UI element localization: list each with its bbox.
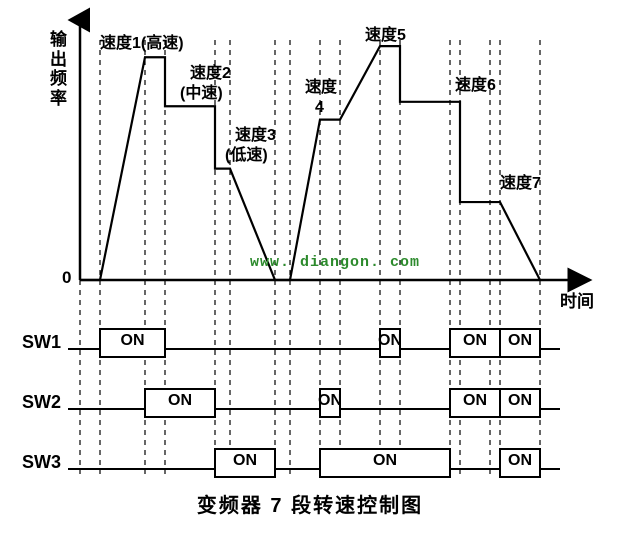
sw3-label: SW3	[22, 452, 61, 473]
y-axis-label: 输 出 频 率	[50, 30, 67, 108]
speed-label-s4n: 4	[315, 99, 324, 116]
axis-zero: 0	[62, 268, 71, 288]
SW1-on-label-0: ON	[121, 332, 145, 349]
speed-label-s3: 速度3	[235, 125, 276, 144]
speed-label-s2b: (中速)	[180, 83, 223, 102]
SW1-on-label-2: ON	[463, 332, 487, 349]
SW3-on-label-0: ON	[233, 452, 257, 469]
speed-label-s1: 速度1(高速)	[100, 33, 184, 52]
speed-label-s7: 速度7	[500, 173, 541, 192]
SW1-on-label-3: ON	[508, 332, 532, 349]
SW3-on-label-1: ON	[373, 452, 397, 469]
speed-label-s5: 速度5	[365, 25, 406, 44]
speed-label-s6: 速度6	[455, 75, 496, 94]
SW1-on-label-1: ON	[378, 332, 402, 349]
watermark: www. diangon. com	[250, 254, 420, 271]
speed-label-s3b: (低速)	[225, 145, 268, 164]
speed-label-s2: 速度2	[190, 63, 231, 82]
SW3-on-label-2: ON	[508, 452, 532, 469]
x-axis-label: 时间	[560, 292, 594, 312]
sw1-label: SW1	[22, 332, 61, 353]
SW2-on-label-3: ON	[508, 392, 532, 409]
diagram-stage: 速度1(高速) 速度2(中速) 速度3(低速) 速度 4 速度5 速度6 速度7 ON ON ON O…	[0, 0, 620, 535]
SW2-on-label-0: ON	[168, 392, 192, 409]
diagram-title: 变频器 7 段转速控制图	[0, 495, 620, 518]
SW2-on-label-2: ON	[463, 392, 487, 409]
SW2-on-label-1: ON	[318, 392, 342, 409]
sw2-label: SW2	[22, 392, 61, 413]
speed-label-s4: 速度	[305, 77, 338, 96]
